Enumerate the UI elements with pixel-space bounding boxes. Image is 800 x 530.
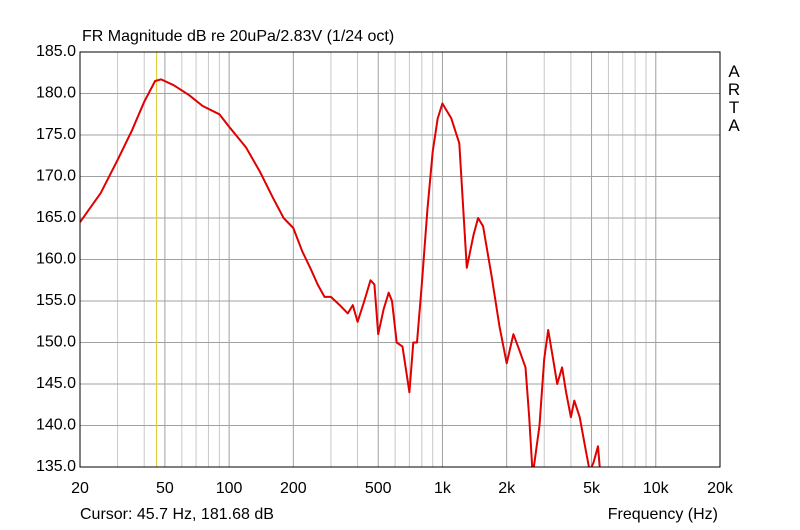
y-tick-label: 160.0 bbox=[36, 251, 76, 268]
x-tick-label: 500 bbox=[365, 480, 392, 497]
x-tick-label: 200 bbox=[280, 480, 307, 497]
y-tick-label: 155.0 bbox=[36, 292, 76, 309]
x-tick-label: 20k bbox=[707, 480, 734, 497]
x-tick-label: 1k bbox=[434, 480, 452, 497]
y-tick-label: 150.0 bbox=[36, 334, 76, 351]
y-tick-label: 170.0 bbox=[36, 168, 76, 185]
y-tick-label: 165.0 bbox=[36, 209, 76, 226]
x-tick-label: 50 bbox=[156, 480, 174, 497]
x-tick-label: 2k bbox=[498, 480, 516, 497]
cursor-readout: Cursor: 45.7 Hz, 181.68 dB bbox=[80, 506, 274, 523]
x-tick-label: 10k bbox=[643, 480, 670, 497]
y-tick-label: 185.0 bbox=[36, 43, 76, 60]
y-tick-label: 145.0 bbox=[36, 375, 76, 392]
chart-title: FR Magnitude dB re 20uPa/2.83V (1/24 oct… bbox=[82, 28, 394, 45]
x-tick-label: 100 bbox=[216, 480, 243, 497]
plot-area bbox=[80, 78, 601, 467]
plot-border bbox=[79, 51, 721, 468]
y-tick-label: 140.0 bbox=[36, 417, 76, 434]
series-line bbox=[80, 78, 601, 467]
watermark: ARTA bbox=[725, 62, 744, 134]
x-axis-label: Frequency (Hz) bbox=[608, 506, 718, 523]
x-tick-label: 20 bbox=[71, 480, 89, 497]
x-tick-label: 5k bbox=[583, 480, 601, 497]
y-tick-label: 175.0 bbox=[36, 126, 76, 143]
y-tick-label: 180.0 bbox=[36, 85, 76, 102]
y-tick-label: 135.0 bbox=[36, 458, 76, 475]
